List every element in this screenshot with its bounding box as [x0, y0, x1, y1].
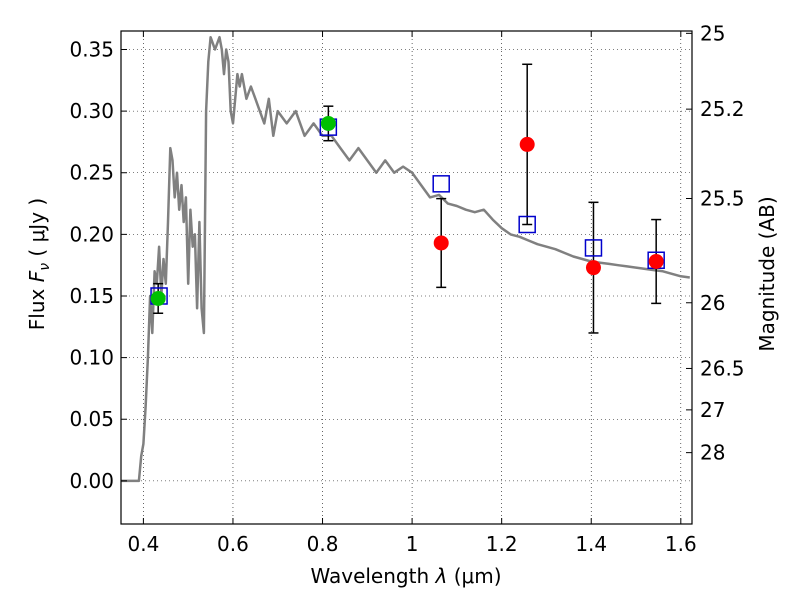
x-tick-label: 0.4 — [127, 532, 159, 556]
y-tick-label: 0.30 — [69, 99, 114, 123]
mag-tick-label: 25.2 — [700, 97, 745, 121]
observed-flux-point — [320, 115, 336, 131]
x-tick-label: 1.2 — [486, 532, 518, 556]
mag-tick-label: 26.5 — [700, 356, 745, 380]
y-tick-label: 0.10 — [69, 346, 114, 370]
observed-flux-point — [585, 260, 601, 276]
x-tick-label: 0.6 — [217, 532, 249, 556]
mag-tick-label: 26 — [700, 291, 725, 315]
ticks: 0.4 0.6 0.8 1 1.2 1.4 1.6 0.00 0.05 0.10 0.15 0.20 0… — [69, 21, 744, 556]
mag-tick-label: 25 — [700, 21, 725, 45]
model-flux-square — [432, 175, 450, 193]
x-tick-label: 1.6 — [665, 532, 697, 556]
x-tick-label: 0.8 — [307, 532, 339, 556]
observed-flux-point — [433, 235, 449, 251]
y-tick-label: 0.15 — [69, 284, 114, 308]
x-tick-label: 1.4 — [575, 532, 607, 556]
x-tick-label: 1 — [406, 532, 419, 556]
model-spectrum-line — [121, 35, 690, 483]
y-tick-label: 0.35 — [69, 37, 114, 61]
mag-tick-label: 28 — [700, 441, 725, 465]
y-tick-label: 0.25 — [69, 161, 114, 185]
y-axis-label: Flux Fν ( μJy ) — [25, 198, 53, 330]
model-flux-square — [584, 239, 603, 257]
mag-tick-label: 25.5 — [700, 186, 745, 210]
x-axis-label: Wavelength λ (μm) — [310, 564, 501, 588]
observed-flux-point — [519, 136, 535, 152]
plot-frame — [120, 30, 693, 525]
observed-flux-point — [648, 253, 664, 269]
observed-flux-point — [150, 290, 166, 306]
plot-area — [121, 35, 690, 483]
y2-axis-label: Magnitude (AB) — [755, 196, 779, 351]
mag-tick-label: 27 — [700, 398, 725, 422]
y-tick-label: 0.00 — [69, 469, 114, 493]
y-tick-label: 0.05 — [69, 407, 114, 431]
y-tick-label: 0.20 — [69, 222, 114, 246]
series-layer — [121, 35, 690, 483]
model-flux-square — [518, 215, 536, 234]
